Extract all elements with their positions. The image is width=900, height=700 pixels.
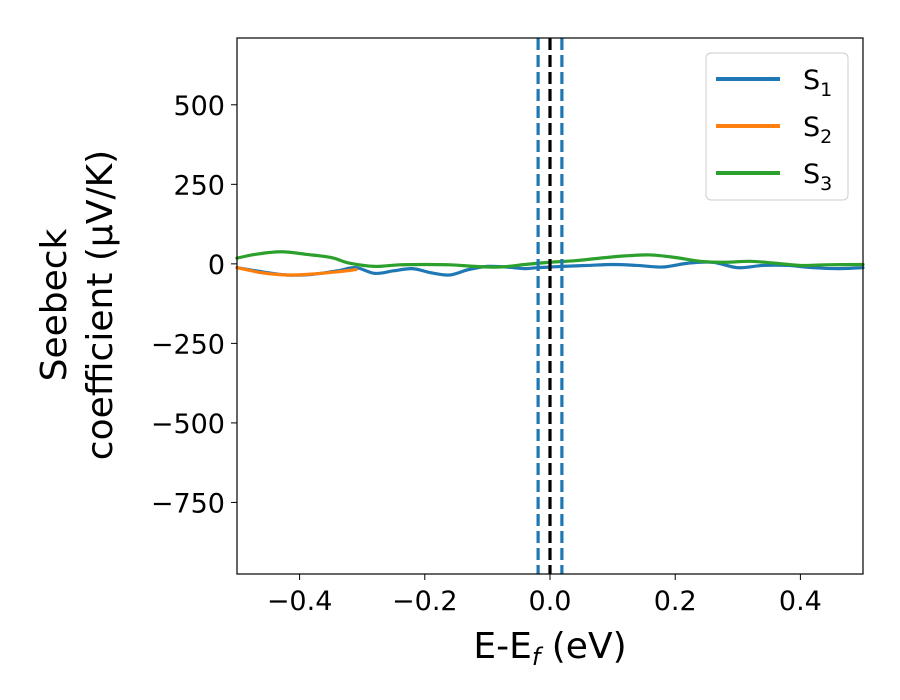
y-axis-label-line2: coefficient (μV/K) bbox=[80, 150, 121, 460]
series-line-2 bbox=[235, 266, 358, 277]
y-tick-label: −750 bbox=[151, 488, 225, 519]
x-tick-label: −0.4 bbox=[267, 586, 333, 617]
legend-label-3: S3 bbox=[803, 159, 832, 195]
legend-label-1: S1 bbox=[803, 65, 832, 101]
y-axis-ticks: 500 250 0 −250 −500 −750 bbox=[151, 91, 237, 519]
y-tick-label: 500 bbox=[173, 91, 225, 122]
x-axis-label: E-Ef (eV) bbox=[473, 626, 626, 671]
legend-label-2: S2 bbox=[803, 112, 832, 148]
series-line-1 bbox=[235, 260, 865, 277]
y-tick-label: 250 bbox=[173, 170, 225, 201]
plot-content bbox=[235, 38, 865, 574]
legend: S1 S2 S3 bbox=[705, 52, 849, 201]
y-axis-label-line1: Seebeck bbox=[34, 228, 75, 381]
y-tick-label: −500 bbox=[151, 409, 225, 440]
x-axis-ticks: −0.4 −0.2 0.0 0.2 0.4 bbox=[267, 574, 822, 617]
x-tick-label: 0.0 bbox=[529, 586, 572, 617]
x-tick-label: −0.2 bbox=[392, 586, 458, 617]
x-tick-label: 0.2 bbox=[654, 586, 697, 617]
x-tick-label: 0.4 bbox=[779, 586, 822, 617]
y-axis-label: Seebeck coefficient (μV/K) bbox=[34, 150, 121, 460]
y-tick-label: 0 bbox=[208, 250, 225, 281]
y-tick-label: −250 bbox=[151, 329, 225, 360]
